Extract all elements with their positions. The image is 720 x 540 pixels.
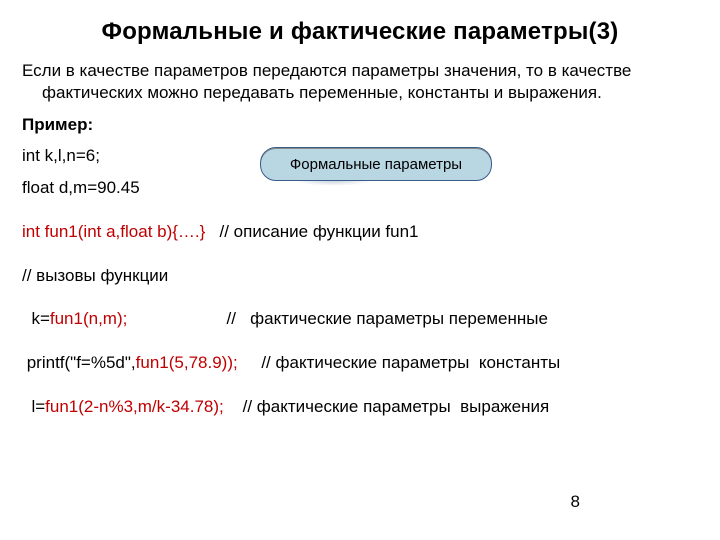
- call2-red: fun1(5,78.9));: [136, 353, 238, 372]
- funcdef-red: int fun1(int a,float b){….}: [22, 222, 205, 241]
- funcdef-line: int fun1(int a,float b){….} // описание …: [22, 221, 698, 243]
- call-line-1: k=fun1(n,m); // фактические параметры пе…: [22, 308, 698, 330]
- call3-post: // фактические параметры выражения: [224, 397, 549, 416]
- call3-red: fun1(2-n%3,m/k-34.78);: [45, 397, 224, 416]
- callout-label: Формальные параметры: [290, 156, 462, 173]
- slide-title: Формальные и фактические параметры(3): [22, 18, 698, 46]
- call1-red: fun1(n,m);: [50, 309, 127, 328]
- call2-pre: printf("f=%5d",: [22, 353, 136, 372]
- call-line-3: l=fun1(2-n%3,m/k-34.78); // фактические …: [22, 396, 698, 418]
- callout-formal-params: Формальные параметры: [260, 147, 492, 181]
- example-label: Пример:: [22, 114, 698, 136]
- call1-pre: k=: [22, 309, 50, 328]
- calls-label: // вызовы функции: [22, 265, 698, 287]
- call-line-2: printf("f=%5d",fun1(5,78.9)); // фактиче…: [22, 352, 698, 374]
- call3-pre: l=: [22, 397, 45, 416]
- call1-post: // фактические параметры переменные: [127, 309, 548, 328]
- page-number: 8: [571, 492, 580, 512]
- call2-post: // фактические параметры константы: [238, 353, 561, 372]
- slide: Формальные и фактические параметры(3) Ес…: [0, 0, 720, 540]
- funcdef-comment: // описание функции fun1: [205, 222, 418, 241]
- intro-paragraph: Если в качестве параметров передаются па…: [22, 60, 698, 104]
